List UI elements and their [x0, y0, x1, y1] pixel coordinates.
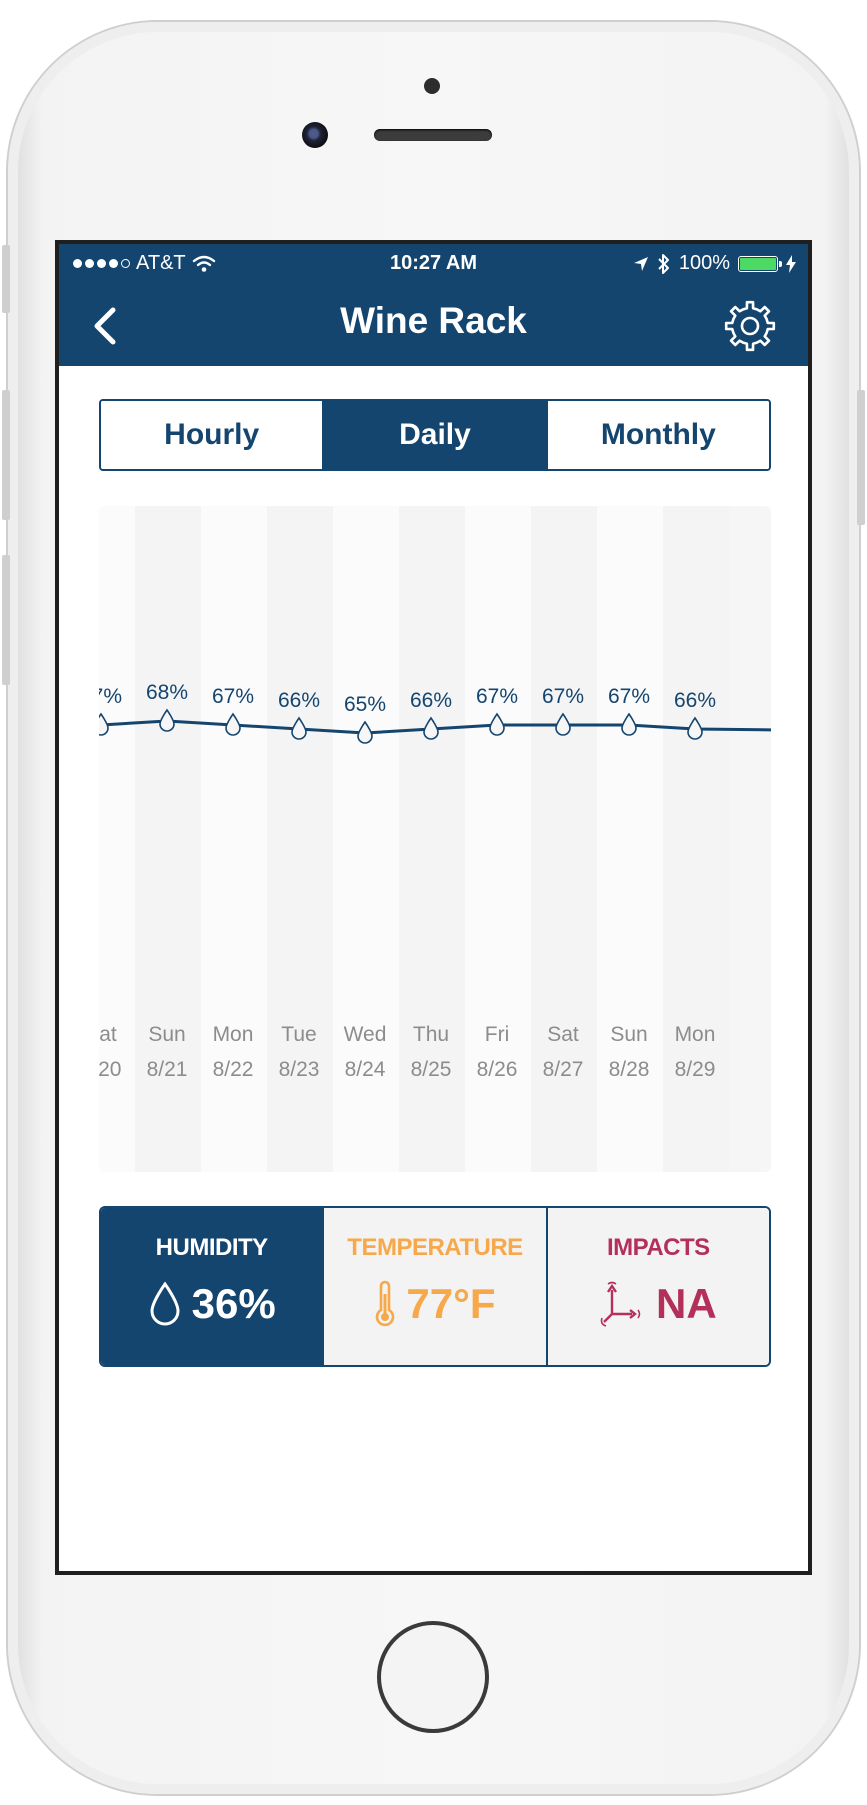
- chart-column: [597, 506, 663, 1172]
- x-tick-day: Sun: [148, 1023, 185, 1046]
- x-tick-date: 8/26: [477, 1058, 518, 1081]
- chart-column: [531, 506, 597, 1172]
- tab-hourly[interactable]: Hourly: [101, 401, 325, 469]
- data-label: 66%: [674, 689, 716, 712]
- data-point-water-drop-icon[interactable]: [291, 716, 307, 740]
- data-label: 67%: [99, 685, 122, 708]
- chart-canvas: 67% Sat 8/20 68% Sun 8/21 67% Mon 8/22 66% Tue 8/23…: [99, 506, 771, 1172]
- impacts-card[interactable]: IMPACTS NA: [547, 1208, 769, 1365]
- app-screen: AT&T 10:27 AM 100%: [55, 240, 812, 1575]
- volume-down-button: [2, 555, 10, 685]
- carrier-info: AT&T: [73, 252, 216, 275]
- signal-strength-icon: [73, 259, 130, 268]
- data-point-water-drop-icon[interactable]: [225, 712, 241, 736]
- data-point-water-drop-icon[interactable]: [99, 712, 109, 736]
- x-tick-day: Mon: [675, 1023, 716, 1046]
- chart-column: [333, 506, 399, 1172]
- data-label: 67%: [476, 685, 518, 708]
- status-indicators: 100%: [633, 252, 796, 275]
- thermometer-icon: [376, 1280, 395, 1327]
- impacts-value: NA: [655, 1280, 717, 1327]
- back-chevron-icon[interactable]: [89, 306, 123, 346]
- data-label: 67%: [608, 685, 650, 708]
- x-tick-date: 8/24: [345, 1058, 386, 1081]
- chart-column: [267, 506, 333, 1172]
- data-label: 65%: [344, 693, 386, 716]
- battery-percentage: 100%: [678, 252, 730, 274]
- x-tick-day: Sun: [610, 1023, 647, 1046]
- proximity-sensor: [424, 78, 440, 94]
- data-point-water-drop-icon[interactable]: [423, 716, 439, 740]
- volume-up-button: [2, 390, 10, 520]
- data-label: 67%: [212, 685, 254, 708]
- data-point-water-drop-icon[interactable]: [621, 712, 637, 736]
- x-tick-date: 8/29: [675, 1058, 716, 1081]
- humidity-label: HUMIDITY: [155, 1234, 269, 1261]
- period-tabs: Hourly Daily Monthly: [99, 399, 771, 471]
- data-label: 66%: [278, 689, 320, 712]
- humidity-card[interactable]: HUMIDITY 36%: [101, 1208, 325, 1365]
- impacts-value-row: NA: [548, 1280, 769, 1328]
- data-point-water-drop-icon[interactable]: [159, 708, 175, 732]
- page-title: Wine Rack: [340, 300, 527, 341]
- wifi-icon: [192, 255, 215, 272]
- x-tick-date: 8/22: [213, 1058, 254, 1081]
- x-tick-date: 8/25: [411, 1058, 452, 1081]
- front-camera: [302, 122, 328, 148]
- data-label: 67%: [542, 685, 584, 708]
- x-tick-date: 8/27: [543, 1058, 584, 1081]
- impact-axes-icon: [600, 1281, 641, 1327]
- data-point-water-drop-icon[interactable]: [489, 712, 505, 736]
- bluetooth-icon: [658, 253, 669, 274]
- gear-icon[interactable]: [722, 298, 778, 354]
- tab-daily[interactable]: Daily: [324, 401, 548, 469]
- temperature-value: 77°F: [406, 1280, 496, 1327]
- chart-column: [99, 506, 135, 1172]
- carrier-name: AT&T: [136, 252, 186, 274]
- humidity-series-line: [99, 719, 771, 735]
- chart-column: [465, 506, 531, 1172]
- mute-switch: [2, 245, 10, 313]
- x-tick-date: 8/21: [147, 1058, 188, 1081]
- status-time: 10:27 AM: [389, 252, 478, 274]
- data-label: 68%: [146, 681, 188, 704]
- data-label: 66%: [410, 689, 452, 712]
- data-point-water-drop-icon[interactable]: [357, 720, 373, 744]
- charging-bolt-icon: [786, 254, 796, 273]
- x-tick-date: 8/28: [609, 1058, 650, 1081]
- navigation-bar: Wine Rack: [59, 284, 808, 366]
- humidity-value: 36%: [191, 1280, 276, 1327]
- x-tick-day: Mon: [213, 1023, 254, 1046]
- humidity-value-row: 36%: [101, 1280, 322, 1328]
- data-point-water-drop-icon[interactable]: [555, 712, 571, 736]
- tab-monthly[interactable]: Monthly: [547, 401, 769, 469]
- temperature-label: TEMPERATURE: [347, 1234, 523, 1261]
- x-tick-day: Wed: [344, 1023, 387, 1046]
- data-point-water-drop-icon[interactable]: [687, 716, 703, 740]
- x-tick-date: 8/23: [279, 1058, 320, 1081]
- x-tick-day: Sat: [99, 1023, 117, 1046]
- sensor-stats: HUMIDITY 36% TEMPERATURE 77°F IMPACTS: [99, 1206, 771, 1367]
- x-tick-date: 8/20: [99, 1058, 121, 1081]
- x-tick-day: Fri: [485, 1023, 510, 1046]
- earpiece-speaker: [374, 129, 492, 141]
- home-button[interactable]: [377, 1621, 489, 1733]
- impacts-label: IMPACTS: [606, 1234, 710, 1261]
- water-drop-icon: [150, 1281, 180, 1326]
- chart-column: [201, 506, 267, 1172]
- x-tick-day: Tue: [281, 1023, 316, 1046]
- location-arrow-icon: [633, 256, 648, 271]
- power-button: [857, 390, 865, 525]
- battery-icon: [738, 255, 782, 272]
- chart-column: [663, 506, 729, 1172]
- temperature-value-row: 77°F: [324, 1280, 545, 1328]
- x-tick-day: Sat: [547, 1023, 579, 1046]
- humidity-chart[interactable]: 67% Sat 8/20 68% Sun 8/21 67% Mon 8/22 66% Tue 8/23…: [99, 506, 771, 1172]
- chart-column: [135, 506, 201, 1172]
- temperature-card[interactable]: TEMPERATURE 77°F: [324, 1208, 548, 1365]
- chart-column: [399, 506, 465, 1172]
- x-tick-day: Thu: [413, 1023, 449, 1046]
- status-bar: AT&T 10:27 AM 100%: [59, 244, 808, 284]
